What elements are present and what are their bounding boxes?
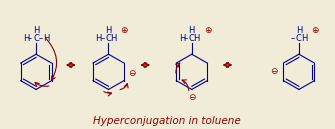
Text: –: – (291, 34, 295, 43)
Text: C: C (33, 34, 39, 43)
Text: H: H (95, 34, 102, 43)
Text: H: H (33, 26, 39, 35)
Text: ⊖: ⊖ (270, 67, 278, 76)
Text: ⊖: ⊖ (129, 69, 136, 78)
Text: H: H (23, 34, 29, 43)
Text: H: H (189, 26, 195, 35)
Text: –: – (28, 34, 32, 43)
Text: –: – (100, 34, 105, 43)
Text: C: C (296, 34, 302, 43)
Text: H: H (110, 34, 117, 43)
Text: C: C (106, 34, 112, 43)
Text: Hyperconjugation in toluene: Hyperconjugation in toluene (93, 116, 241, 126)
Text: –: – (39, 34, 43, 43)
Text: –: – (184, 34, 188, 43)
Text: ⊕: ⊕ (121, 26, 128, 35)
Text: H: H (296, 26, 302, 35)
Text: C: C (189, 34, 195, 43)
Text: H: H (43, 34, 49, 43)
Text: H: H (105, 26, 112, 35)
Text: ⊖: ⊖ (188, 93, 196, 102)
Text: ⊕: ⊕ (204, 26, 211, 35)
Text: H: H (301, 34, 307, 43)
Text: H: H (194, 34, 200, 43)
Text: ⊕: ⊕ (311, 26, 319, 35)
Text: H: H (179, 34, 185, 43)
